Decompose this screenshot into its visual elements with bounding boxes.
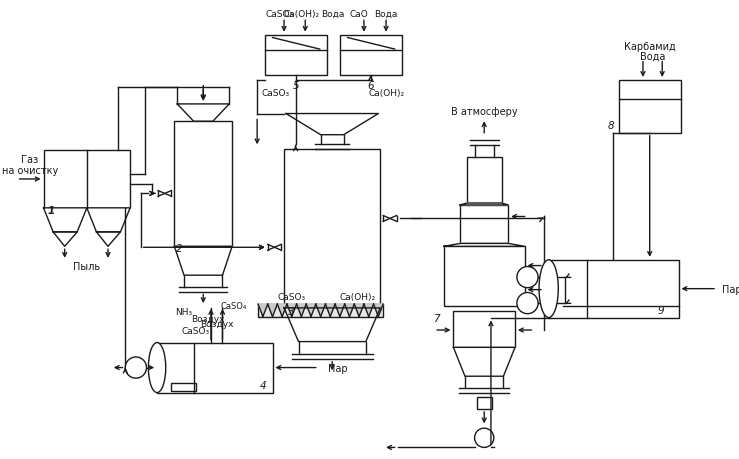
Polygon shape [174, 247, 232, 275]
Text: 8: 8 [608, 121, 615, 131]
Text: Ca(OH)₂: Ca(OH)₂ [368, 89, 404, 98]
Bar [619, 81, 681, 134]
Text: 3: 3 [288, 306, 295, 316]
Text: В атмосферу: В атмосферу [451, 106, 517, 117]
Polygon shape [344, 304, 354, 317]
Bar [157, 343, 273, 393]
Text: CaSO₄: CaSO₄ [220, 302, 247, 311]
Circle shape [517, 293, 538, 314]
Polygon shape [277, 304, 287, 317]
Text: CaSO₃: CaSO₃ [182, 327, 210, 336]
Polygon shape [177, 105, 229, 122]
Text: 1: 1 [47, 205, 55, 215]
Polygon shape [86, 208, 130, 232]
Text: Воздух: Воздух [200, 319, 234, 328]
Ellipse shape [539, 260, 558, 318]
Circle shape [517, 267, 538, 288]
Text: CaO: CaO [350, 10, 369, 19]
Bar [454, 311, 515, 347]
Polygon shape [268, 304, 277, 317]
Circle shape [474, 428, 494, 448]
Polygon shape [296, 304, 306, 317]
Polygon shape [306, 304, 316, 317]
Polygon shape [286, 114, 378, 135]
Bar [548, 260, 678, 318]
Bar [171, 383, 196, 391]
Polygon shape [460, 204, 508, 206]
Text: Газ
на очистку: Газ на очистку [2, 154, 58, 176]
Polygon shape [354, 304, 364, 317]
Text: CaSO₃: CaSO₃ [262, 89, 290, 98]
Polygon shape [373, 304, 384, 317]
Polygon shape [96, 232, 120, 247]
Polygon shape [284, 308, 381, 342]
Text: Пыль: Пыль [73, 261, 101, 271]
Text: CaSO₃: CaSO₃ [265, 10, 293, 19]
Text: Пар: Пар [722, 284, 739, 294]
Text: Вода: Вода [375, 10, 398, 19]
Polygon shape [325, 304, 335, 317]
Polygon shape [258, 304, 268, 317]
Polygon shape [454, 347, 515, 376]
Text: Карбамид: Карбамид [624, 42, 675, 52]
Text: 4: 4 [259, 380, 266, 390]
Polygon shape [53, 232, 77, 247]
Text: Вода: Вода [321, 10, 345, 19]
Polygon shape [44, 208, 86, 232]
Ellipse shape [149, 343, 166, 393]
Text: NH₃: NH₃ [175, 308, 193, 317]
Text: Воздух: Воздух [191, 314, 225, 323]
Bar [174, 122, 232, 247]
Polygon shape [335, 304, 344, 317]
Polygon shape [444, 244, 525, 247]
Text: 9: 9 [658, 305, 664, 315]
Circle shape [126, 357, 146, 378]
Text: 7: 7 [433, 314, 440, 324]
Bar [444, 247, 525, 306]
Text: Ca(OH)₂: Ca(OH)₂ [283, 10, 319, 19]
Bar [258, 304, 384, 317]
Text: Ca(OH)₂: Ca(OH)₂ [339, 292, 375, 301]
Bar [44, 151, 130, 208]
Bar [340, 35, 403, 76]
Text: CaSO₃: CaSO₃ [278, 292, 306, 301]
Bar [284, 150, 381, 308]
Polygon shape [316, 304, 325, 317]
Text: Вода: Вода [640, 52, 665, 62]
Bar [265, 35, 327, 76]
Bar [477, 397, 492, 409]
Text: Пар: Пар [328, 363, 348, 373]
Text: 5: 5 [293, 80, 299, 90]
Bar [460, 206, 508, 244]
Text: 6: 6 [367, 80, 374, 90]
Text: 2: 2 [176, 244, 183, 254]
Polygon shape [364, 304, 373, 317]
Bar [467, 157, 502, 204]
Polygon shape [287, 304, 296, 317]
